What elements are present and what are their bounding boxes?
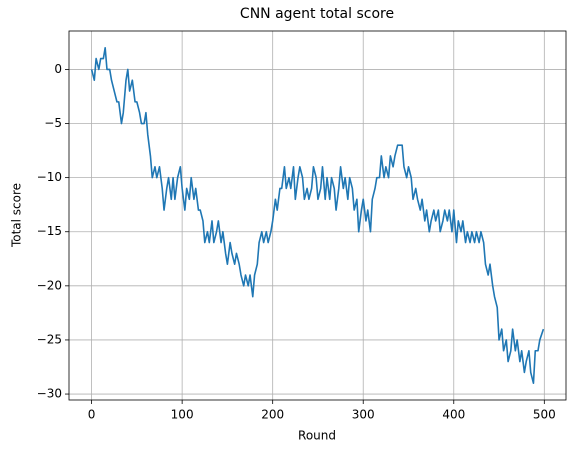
- line-series: [90, 46, 545, 385]
- y-tick-label: −15: [37, 224, 62, 238]
- x-tick-label: 200: [261, 408, 284, 422]
- y-tick-label: −10: [37, 170, 62, 184]
- y-tick-label: −5: [44, 116, 62, 130]
- y-axis-label: Total score: [10, 183, 24, 248]
- x-tick-label: 500: [533, 408, 556, 422]
- x-tick-label: 100: [171, 408, 194, 422]
- x-tick-label: 400: [442, 408, 465, 422]
- y-tick-label: −30: [37, 387, 62, 401]
- plot-frame: [68, 30, 567, 401]
- x-axis-label: Round: [298, 429, 336, 443]
- y-tick-label: −25: [37, 332, 62, 346]
- x-tick-label: 0: [88, 408, 96, 422]
- y-tick-label: 0: [54, 62, 62, 76]
- chart-title: CNN agent total score: [240, 6, 394, 22]
- y-tick-label: −20: [37, 278, 62, 292]
- x-tick-label: 300: [352, 408, 375, 422]
